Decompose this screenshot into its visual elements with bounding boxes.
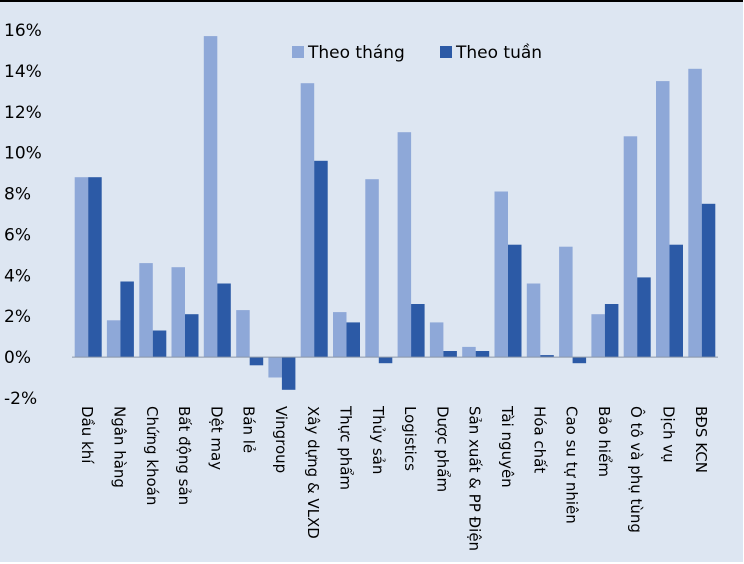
bar [656,81,670,358]
bar [494,191,508,358]
bar [74,177,89,358]
bar [701,203,716,358]
bar [217,283,231,358]
x-tick-label: Bán lẻ [240,406,258,453]
x-tick-label: Thực phẩm [337,405,355,490]
x-tick-label: Chứng khoán [143,406,161,505]
x-tick-label: Xây dựng & VLXD [304,406,322,539]
bar [281,357,296,390]
bar [249,357,264,366]
x-tick-label: Thủy sản [369,405,387,474]
bar [462,346,476,358]
x-tick-label: Dệt may [207,406,225,470]
x-tick-label: BĐS KCN [692,406,710,473]
y-tick-label: -2% [4,389,37,409]
x-tick-label: Ô tô và phụ tùng [627,406,646,533]
legend-swatch [292,46,304,58]
x-tick-label: Cao su tự nhiên [563,406,581,524]
bar [540,355,554,358]
legend-swatch [440,46,452,58]
x-tick-label: Dịch vụ [660,406,678,463]
bar [669,244,683,358]
bar [106,320,121,358]
bar [637,277,651,358]
x-tick-label: Dầu khí [78,406,96,464]
x-tick-label: Logistics [401,406,419,471]
y-tick-label: 12% [4,103,42,123]
bar [120,281,134,358]
bar [688,68,702,358]
bar [88,177,102,358]
x-tick-label: Vingroup [272,406,290,473]
bar [623,136,638,358]
bar [411,304,425,358]
bar [508,244,522,358]
bar [236,310,250,358]
bar [185,314,199,358]
bar [591,314,605,358]
bar [268,357,282,378]
bar [203,36,218,358]
bar [171,267,185,358]
bar [397,132,412,358]
y-tick-label: 8% [4,185,31,205]
bar [333,312,347,358]
bar [139,263,153,358]
bar [572,357,587,364]
y-tick-label: 10% [4,144,42,164]
x-tick-label: Bất động sản [175,406,193,505]
legend-label: Theo tuần [455,42,542,63]
bar [152,330,167,358]
bar [604,304,619,358]
bar [300,83,315,358]
y-tick-label: 16% [4,21,42,41]
bar [378,357,393,364]
y-tick-label: 4% [4,266,31,286]
x-tick-label: Ngân hàng [110,406,128,488]
bar [429,322,444,358]
legend-label: Theo tháng [307,43,405,63]
x-tick-label: Bảo hiểm [595,406,613,477]
bar [559,246,573,358]
bar [526,283,541,358]
bar [365,179,379,358]
y-tick-label: 14% [4,62,42,82]
x-tick-label: Sản xuất & PP Điện [466,406,484,551]
y-tick-label: 2% [4,307,31,327]
bar [314,160,328,358]
y-tick-label: 0% [4,348,31,368]
bar [443,351,457,358]
y-tick-label: 6% [4,225,31,245]
x-tick-label: Hóa chất [530,406,548,473]
bar [475,351,490,358]
bar [346,322,360,358]
x-tick-label: Tài nguyên [498,405,516,488]
x-tick-label: Dược phẩm [433,406,451,492]
